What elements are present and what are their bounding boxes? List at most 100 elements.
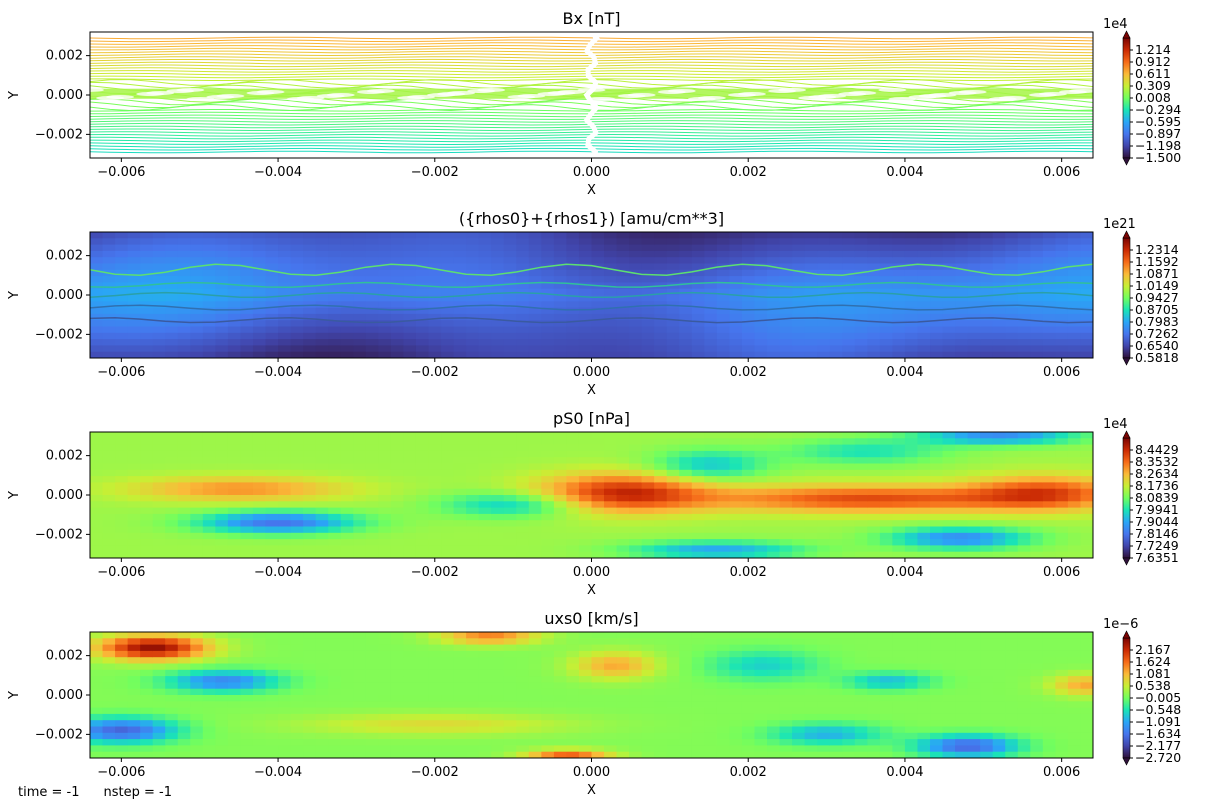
field-cell	[804, 307, 818, 315]
field-cell	[177, 751, 191, 758]
field-cell	[980, 288, 994, 296]
field-cell	[704, 339, 718, 346]
field-cell	[227, 257, 242, 265]
field-cell	[767, 551, 781, 558]
field-cell	[177, 238, 191, 246]
field-cell	[265, 482, 279, 490]
field-cell	[930, 307, 944, 315]
field-cell	[190, 495, 204, 502]
field-cell	[917, 438, 931, 446]
field-cell	[516, 532, 530, 540]
field-cell	[854, 701, 868, 709]
field-cell	[553, 450, 568, 458]
field-cell	[215, 501, 229, 509]
field-cell	[453, 276, 467, 283]
field-cell	[491, 526, 505, 534]
field-cell	[516, 232, 530, 239]
colorbar-tick-label: 7.9044	[1135, 514, 1179, 529]
field-cell	[415, 326, 430, 334]
field-cell	[980, 351, 994, 358]
field-cell	[641, 720, 655, 728]
field-cell	[892, 238, 906, 246]
field-cell	[654, 432, 668, 439]
field-cell	[879, 501, 893, 509]
field-cell	[315, 320, 329, 328]
field-cell	[566, 351, 580, 358]
field-cell	[930, 438, 944, 446]
field-cell	[741, 632, 756, 639]
field-cell	[227, 507, 242, 515]
field-cell	[917, 482, 931, 490]
field-cell	[215, 682, 229, 690]
field-cell	[115, 495, 129, 502]
field-cell	[879, 250, 893, 258]
field-cell	[867, 457, 881, 465]
field-cell	[1017, 444, 1031, 452]
colorbar	[1122, 37, 1131, 159]
field-cell	[365, 450, 379, 458]
field-cell	[1067, 301, 1082, 309]
field-cell	[553, 301, 568, 309]
field-cell	[190, 638, 204, 646]
field-cell	[265, 513, 279, 521]
field-cell	[353, 663, 367, 671]
field-cell	[415, 532, 430, 540]
field-cell	[691, 701, 705, 709]
field-cell	[616, 688, 630, 696]
field-cell	[516, 244, 530, 252]
field-cell	[378, 720, 392, 728]
field-cell	[604, 682, 618, 690]
field-cell	[528, 332, 542, 340]
field-cell	[265, 745, 279, 753]
field-cell	[102, 244, 116, 252]
field-cell	[1042, 726, 1056, 734]
field-cell	[779, 244, 793, 252]
field-cell	[415, 745, 430, 753]
field-cell	[992, 507, 1006, 515]
field-cell	[403, 320, 417, 328]
field-cell	[741, 751, 756, 758]
field-cell	[1005, 701, 1019, 709]
field-cell	[102, 457, 116, 465]
field-cell	[390, 482, 405, 490]
field-cell	[566, 632, 580, 639]
field-cell	[716, 707, 731, 715]
field-cell	[390, 295, 405, 302]
field-cell	[165, 307, 179, 315]
field-cell	[378, 545, 392, 553]
contour-gap	[507, 95, 536, 100]
field-cell	[729, 526, 743, 534]
field-cell	[127, 739, 141, 746]
field-cell	[478, 238, 492, 246]
field-cell	[165, 320, 179, 328]
field-cell	[955, 326, 969, 334]
field-cell	[441, 663, 455, 671]
field-cell	[227, 726, 242, 734]
colorbar-extend-min	[1122, 157, 1131, 166]
field-cell	[854, 232, 868, 239]
field-cell	[1005, 688, 1019, 696]
field-cell	[353, 444, 367, 452]
field-cell	[829, 682, 843, 690]
field-cell	[917, 739, 931, 746]
field-cell	[303, 526, 317, 534]
field-cell	[466, 232, 480, 239]
field-cell	[817, 351, 831, 358]
field-cell	[792, 751, 806, 758]
field-cell	[980, 250, 994, 258]
chart-title: Bx [nT]	[563, 9, 621, 28]
field-cell	[917, 676, 931, 683]
field-cell	[328, 307, 342, 315]
field-cell	[115, 250, 129, 258]
field-cell	[704, 539, 718, 546]
field-cell	[804, 450, 818, 458]
field-cell	[428, 482, 442, 490]
field-cell	[215, 444, 229, 452]
field-cell	[654, 650, 668, 658]
field-cell	[1005, 713, 1019, 721]
field-cell	[541, 313, 555, 321]
field-cell	[741, 263, 756, 271]
field-cell	[904, 638, 919, 646]
field-cell	[202, 695, 216, 702]
field-cell	[378, 288, 392, 296]
